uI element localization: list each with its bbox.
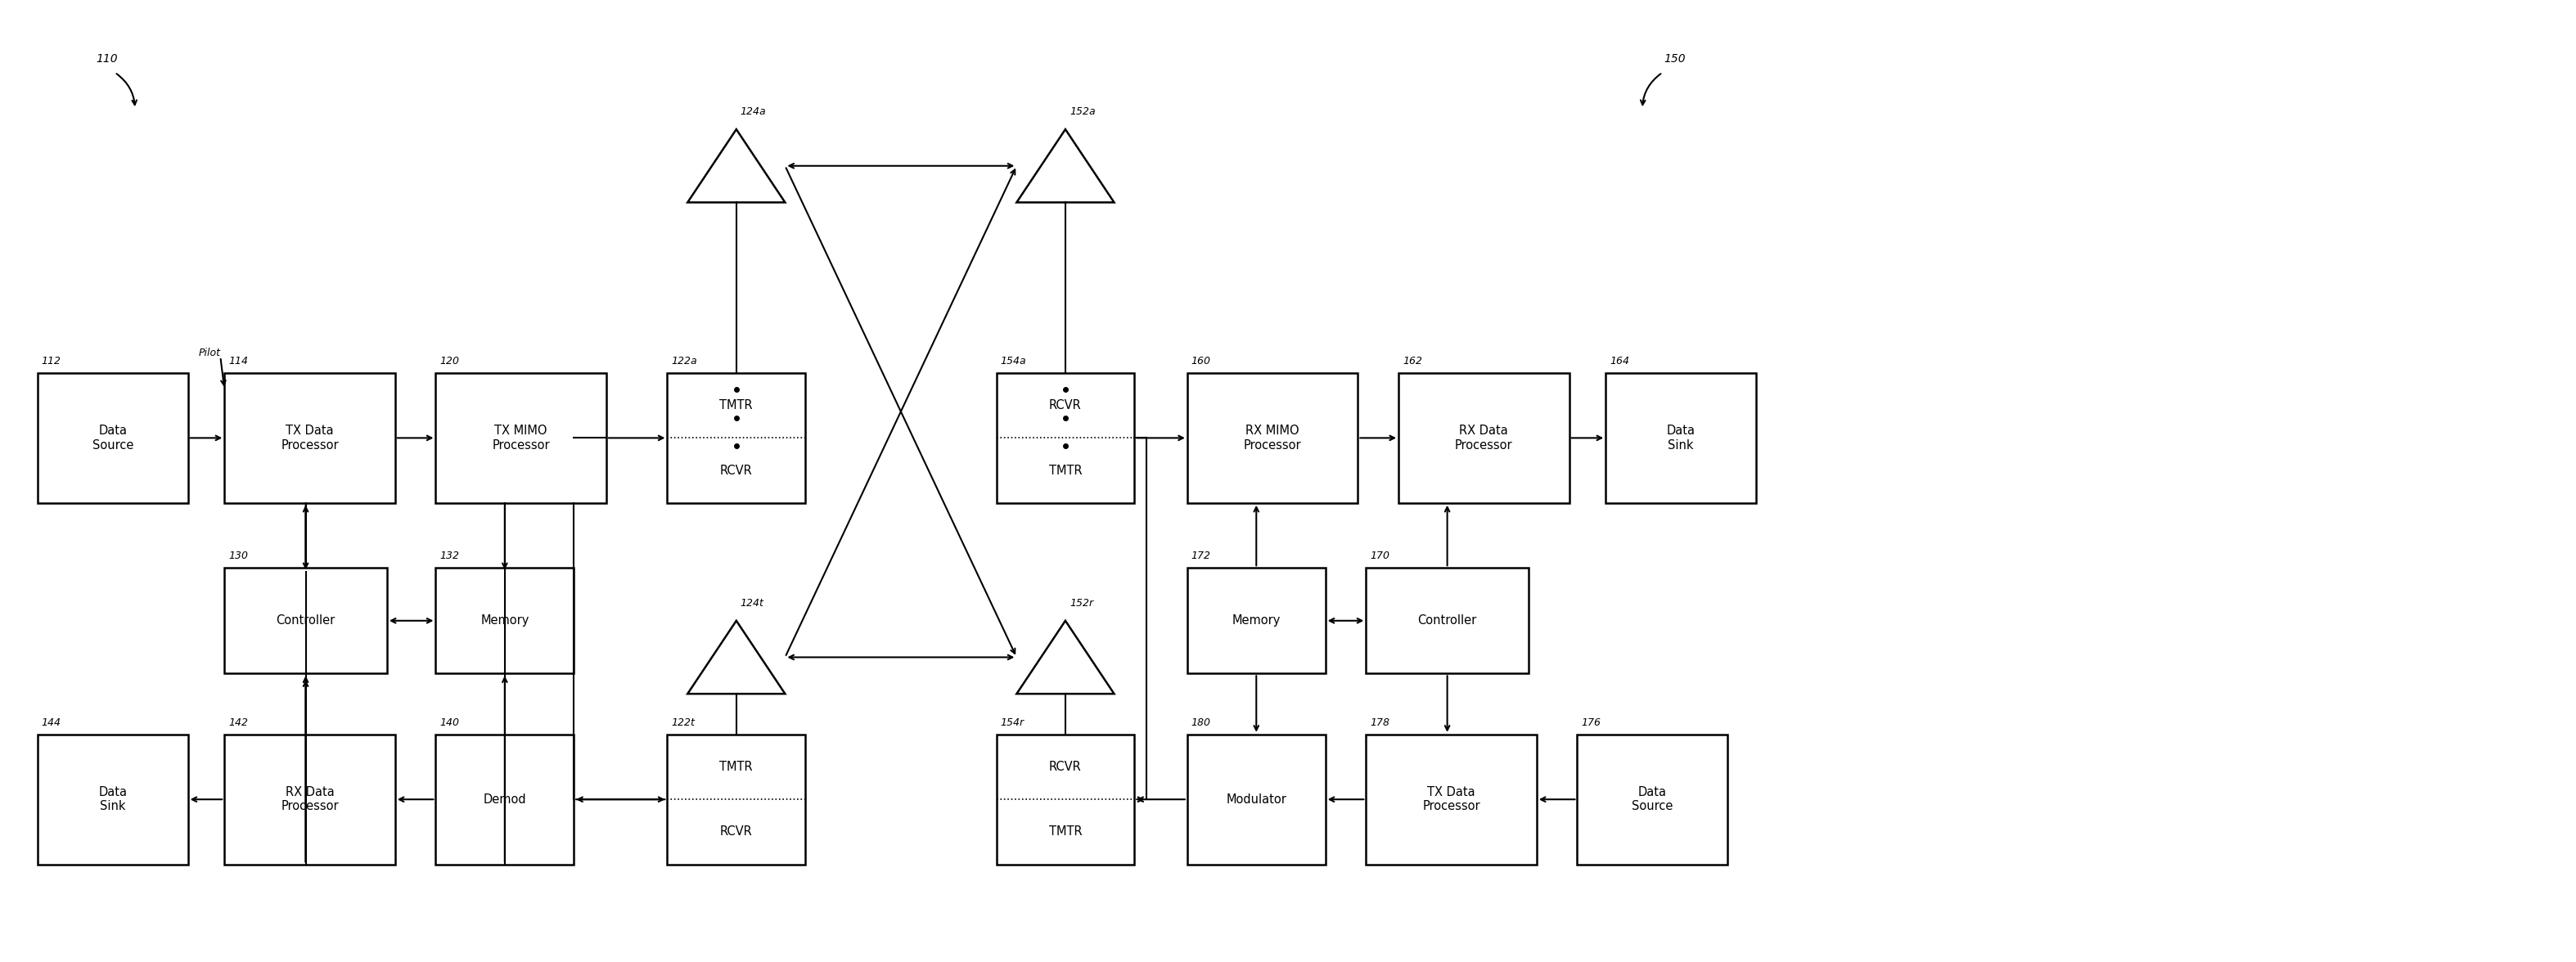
Bar xyxy=(1188,568,1327,673)
Text: RX MIMO
Processor: RX MIMO Processor xyxy=(1244,424,1301,451)
Text: 124a: 124a xyxy=(739,107,765,117)
Text: Demod: Demod xyxy=(484,794,526,805)
Text: 122t: 122t xyxy=(672,718,696,728)
Bar xyxy=(667,734,806,865)
Text: 110: 110 xyxy=(95,53,118,64)
Polygon shape xyxy=(1018,620,1115,694)
Bar xyxy=(1365,568,1528,673)
Bar xyxy=(224,568,386,673)
Bar xyxy=(1605,373,1757,503)
Bar xyxy=(997,734,1133,865)
Text: 124t: 124t xyxy=(739,598,765,609)
Text: 132: 132 xyxy=(440,551,459,562)
Text: TX MIMO
Processor: TX MIMO Processor xyxy=(492,424,549,451)
Text: 144: 144 xyxy=(41,718,62,728)
Bar xyxy=(1399,373,1569,503)
Polygon shape xyxy=(688,620,786,694)
Text: Data
Source: Data Source xyxy=(93,424,134,451)
Text: TMTR: TMTR xyxy=(719,761,752,773)
Bar xyxy=(224,373,394,503)
Text: 170: 170 xyxy=(1370,551,1388,562)
Text: 112: 112 xyxy=(41,356,62,367)
Text: Controller: Controller xyxy=(1417,615,1476,627)
Text: RCVR: RCVR xyxy=(721,465,752,476)
Text: 176: 176 xyxy=(1582,718,1600,728)
Text: RCVR: RCVR xyxy=(1048,761,1082,773)
Text: 140: 140 xyxy=(440,718,459,728)
Bar xyxy=(435,568,574,673)
Text: TX Data
Processor: TX Data Processor xyxy=(281,424,337,451)
Text: 154r: 154r xyxy=(999,718,1025,728)
Text: Modulator: Modulator xyxy=(1226,794,1285,805)
Bar xyxy=(39,373,188,503)
Text: 160: 160 xyxy=(1190,356,1211,367)
Bar xyxy=(39,734,188,865)
Text: 154a: 154a xyxy=(999,356,1025,367)
Bar xyxy=(224,734,394,865)
Text: TMTR: TMTR xyxy=(719,399,752,412)
Text: Data
Sink: Data Sink xyxy=(98,786,126,813)
Text: TX Data
Processor: TX Data Processor xyxy=(1422,786,1481,813)
Bar xyxy=(435,373,605,503)
Text: Memory: Memory xyxy=(1231,615,1280,627)
Text: 120: 120 xyxy=(440,356,459,367)
Text: 152a: 152a xyxy=(1069,107,1095,117)
Text: TMTR: TMTR xyxy=(1048,825,1082,838)
Bar xyxy=(1577,734,1728,865)
Bar xyxy=(1365,734,1538,865)
Text: Data
Sink: Data Sink xyxy=(1667,424,1695,451)
Bar xyxy=(1188,734,1327,865)
Text: RX Data
Processor: RX Data Processor xyxy=(1455,424,1512,451)
Text: 180: 180 xyxy=(1190,718,1211,728)
Bar xyxy=(435,734,574,865)
Text: RCVR: RCVR xyxy=(721,825,752,838)
Bar xyxy=(667,373,806,503)
Bar xyxy=(1188,373,1358,503)
Text: 150: 150 xyxy=(1664,53,1685,64)
Text: 130: 130 xyxy=(229,551,247,562)
Text: RCVR: RCVR xyxy=(1048,399,1082,412)
Bar xyxy=(997,373,1133,503)
Text: Memory: Memory xyxy=(482,615,528,627)
Text: RX Data
Processor: RX Data Processor xyxy=(281,786,337,813)
Polygon shape xyxy=(1018,129,1115,202)
Text: 172: 172 xyxy=(1190,551,1211,562)
Text: 178: 178 xyxy=(1370,718,1388,728)
Text: Controller: Controller xyxy=(276,615,335,627)
Text: TMTR: TMTR xyxy=(1048,465,1082,476)
Text: 152r: 152r xyxy=(1069,598,1092,609)
Text: Data
Source: Data Source xyxy=(1631,786,1672,813)
Text: 162: 162 xyxy=(1401,356,1422,367)
Text: Pilot: Pilot xyxy=(198,347,222,358)
Text: 164: 164 xyxy=(1610,356,1631,367)
Text: 142: 142 xyxy=(229,718,247,728)
Polygon shape xyxy=(688,129,786,202)
Text: 122a: 122a xyxy=(672,356,698,367)
Text: 114: 114 xyxy=(229,356,247,367)
